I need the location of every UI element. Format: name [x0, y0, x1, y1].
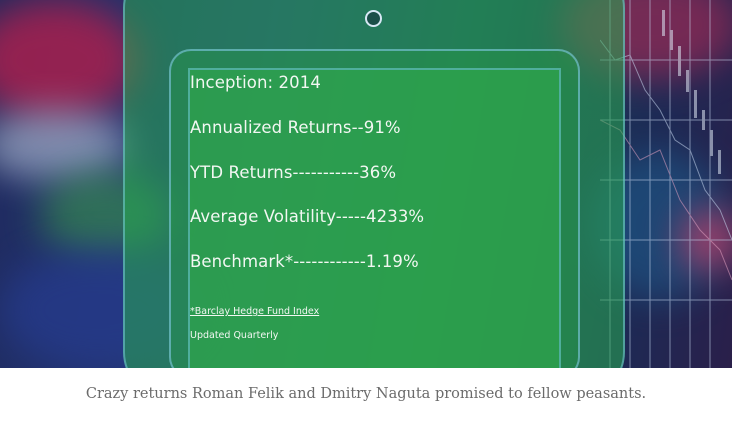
stat-annualized-returns: Annualized Returns--91% [190, 118, 401, 137]
stat-benchmark: Benchmark*------------1.19% [190, 252, 419, 271]
update-frequency-note: Updated Quarterly [190, 330, 279, 341]
image-caption: Crazy returns Roman Felik and Dmitry Nag… [85, 386, 647, 402]
stat-inception: Inception: 2014 [190, 73, 321, 92]
tablet-camera [365, 10, 382, 27]
article-image: Inception: 2014 Annualized Returns--91% … [0, 0, 732, 368]
benchmark-footnote: *Barclay Hedge Fund Index [190, 306, 320, 317]
background-blur [0, 110, 130, 180]
background-blur [0, 0, 140, 120]
stat-average-volatility: Average Volatility-----4233% [190, 207, 425, 226]
stat-ytd-returns: YTD Returns-----------36% [190, 163, 397, 182]
tablet-screen [188, 68, 561, 368]
